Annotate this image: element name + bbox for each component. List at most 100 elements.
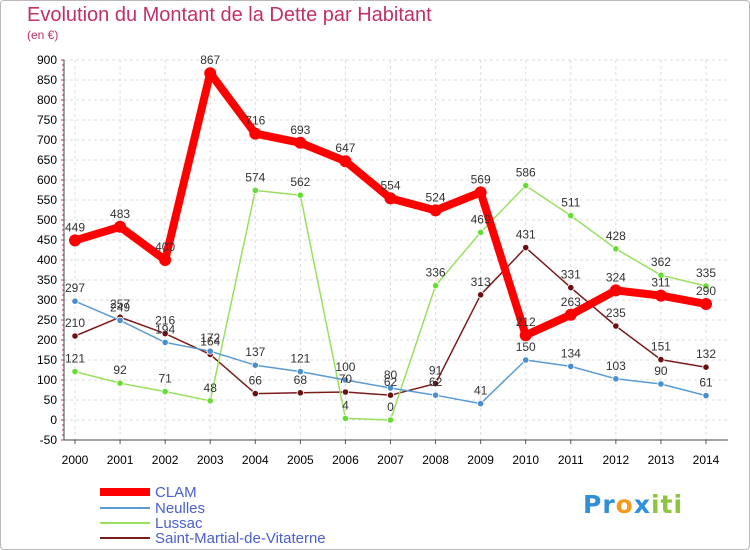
data-point <box>567 283 575 292</box>
data-point <box>567 362 575 370</box>
data-label: 336 <box>426 266 446 280</box>
data-point <box>339 155 352 168</box>
logo-part-3: x <box>633 490 651 519</box>
x-tick-label: 2006 <box>332 453 359 467</box>
data-label: 362 <box>651 255 671 269</box>
data-point <box>612 245 620 253</box>
data-point <box>519 329 532 342</box>
data-label: 290 <box>696 284 716 298</box>
y-tick-label: 900 <box>37 53 57 67</box>
data-label: 431 <box>516 228 536 242</box>
x-tick-label: 2011 <box>558 453 584 467</box>
data-point <box>114 220 127 233</box>
legend-item: Lussac <box>100 515 203 532</box>
data-point <box>700 298 712 310</box>
data-label: 121 <box>65 352 85 366</box>
data-point <box>564 308 577 321</box>
data-point <box>71 332 79 340</box>
y-tick-label: 550 <box>37 193 57 207</box>
data-point <box>609 284 622 297</box>
data-label: 151 <box>651 340 671 354</box>
x-tick-label: 2010 <box>512 453 539 467</box>
legend-item: CLAM <box>100 484 197 501</box>
data-point <box>429 204 442 217</box>
data-label: 92 <box>113 363 127 377</box>
data-label: 41 <box>474 384 488 398</box>
data-point <box>612 322 620 330</box>
data-label: 103 <box>606 359 626 373</box>
data-point <box>159 254 172 266</box>
data-label: 68 <box>294 373 308 387</box>
y-tick-label: 800 <box>37 93 57 107</box>
data-point <box>69 234 81 247</box>
data-point <box>251 361 259 369</box>
data-label: 331 <box>561 268 581 282</box>
data-point <box>657 271 665 279</box>
y-tick-label: 350 <box>37 273 57 287</box>
data-label: 511 <box>561 196 580 210</box>
data-label: 62 <box>429 375 443 389</box>
legend-label: Neulles <box>155 499 206 517</box>
data-label: 61 <box>699 376 713 390</box>
data-label: 66 <box>249 374 263 388</box>
y-tick-label: 450 <box>37 233 57 247</box>
legend-item: Neulles <box>100 499 206 517</box>
y-tick-label: 300 <box>37 293 57 307</box>
data-point <box>384 192 397 205</box>
data-point <box>204 67 217 80</box>
data-point <box>161 387 169 396</box>
y-tick-label: 650 <box>37 153 57 167</box>
y-tick-label: 250 <box>37 313 57 327</box>
data-point <box>161 338 169 346</box>
y-tick-label: -50 <box>40 433 58 447</box>
y-tick-label: 100 <box>37 373 57 387</box>
x-tick-label: 2003 <box>197 453 224 467</box>
data-label: 150 <box>516 340 536 354</box>
data-label: 400 <box>155 240 175 254</box>
data-label: 554 <box>380 178 400 192</box>
y-tick-label: 50 <box>44 393 58 407</box>
legend-label: Saint-Martial-de-Vitaterne <box>155 529 326 547</box>
data-point <box>477 291 485 299</box>
data-label: 121 <box>290 352 310 366</box>
data-label: 263 <box>561 295 581 309</box>
data-label: 70 <box>339 372 353 386</box>
x-tick-label: 2014 <box>693 453 720 467</box>
data-label: 449 <box>65 220 85 234</box>
data-label: 586 <box>516 166 536 180</box>
data-point <box>251 186 259 194</box>
data-point <box>431 281 440 290</box>
data-point <box>296 389 304 397</box>
chart-subtitle: (en €) <box>27 28 59 42</box>
data-label: 483 <box>110 207 130 221</box>
data-point <box>206 397 214 405</box>
y-tick-label: 700 <box>37 133 57 147</box>
data-point <box>161 329 169 338</box>
data-label: 297 <box>65 281 85 295</box>
legend-swatch <box>100 537 150 539</box>
data-label: 134 <box>561 346 581 360</box>
data-label: 48 <box>204 381 218 395</box>
logo-part-2: o <box>615 490 634 519</box>
data-point <box>251 389 259 398</box>
data-point <box>116 379 124 387</box>
data-label: 562 <box>290 175 310 189</box>
x-tick-label: 2002 <box>152 453 179 467</box>
data-point <box>522 244 530 252</box>
data-label: 569 <box>471 172 491 186</box>
x-tick-label: 2004 <box>242 453 269 467</box>
data-label: 524 <box>426 190 446 204</box>
legend-item: Saint-Martial-de-Vitaterne <box>100 529 326 547</box>
data-label: 71 <box>158 372 172 386</box>
legend-swatch <box>100 488 150 496</box>
data-point <box>71 297 79 305</box>
data-label: 693 <box>290 123 310 137</box>
data-point <box>386 416 395 424</box>
logo-part-1: Pr <box>583 490 616 519</box>
data-label: 647 <box>335 141 355 155</box>
data-label: 716 <box>245 114 265 128</box>
data-label: 216 <box>155 314 175 328</box>
y-tick-label: 750 <box>37 113 57 127</box>
data-label: 91 <box>429 364 443 378</box>
x-tick-label: 2007 <box>377 453 404 467</box>
